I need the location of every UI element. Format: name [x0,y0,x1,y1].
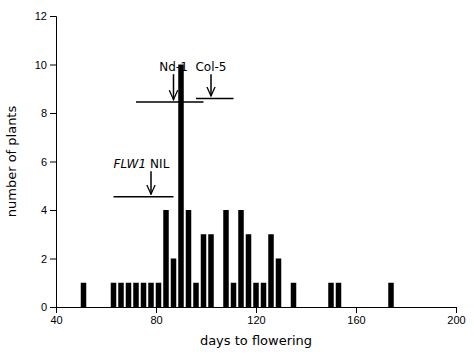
bar [133,283,139,307]
bar [253,283,259,307]
y-tick-mark [50,162,56,163]
y-tick-label: 12 [35,10,47,22]
x-tick: 120 [247,307,265,326]
bars [81,65,394,308]
y-tick: 8 [41,107,56,119]
x-tick-label: 80 [150,314,162,326]
y-axis-title: number of plants [4,106,19,218]
bar [81,283,87,307]
x-axis-line [57,308,457,314]
x-tick-mark [356,307,357,313]
y-tick-mark [50,113,56,114]
y-tick-label: 0 [41,301,47,313]
y-tick: 0 [41,301,56,313]
bar [156,283,162,307]
bar [126,283,132,307]
bar [193,283,199,307]
annotation: Nd-1 [136,60,204,103]
x-tick-mark [256,307,257,313]
y-tick-mark [50,259,56,260]
annotation-bracket [136,101,204,103]
y-tick-label: 8 [41,107,47,119]
y-tick-mark [50,307,56,308]
bar [268,234,274,307]
x-tick-label: 120 [247,314,265,326]
annotation-label: Nd-1 [159,60,188,74]
bar [186,210,192,307]
x-tick-label: 160 [347,314,365,326]
bar [291,283,297,307]
annotation-label-part: FLW1 [114,157,147,171]
bar [223,210,229,307]
bar [246,234,252,307]
y-tick-label: 6 [41,156,47,168]
y-tick-label: 10 [35,59,47,71]
bar [276,259,282,308]
y-tick: 10 [35,59,56,71]
x-tick-mark [456,307,457,313]
annotation-arrow [210,74,212,96]
x-tick-mark [156,307,157,313]
bar [178,65,184,308]
bar [231,283,237,307]
x-tick: 40 [50,307,62,326]
plot: 40 80 120 160 200 0 2 4 6 8 10 12 Nd-1 Col-5 FLW1NIL [35,10,466,326]
bar [171,259,177,308]
bar [336,283,342,307]
bar [141,283,147,307]
annotation-label-part: NIL [150,157,170,171]
annotation-bracket [114,196,174,198]
y-tick-mark [50,16,56,17]
bar [261,283,267,307]
y-tick: 2 [41,253,56,265]
bar [163,210,169,307]
bar [208,234,214,307]
annotation: Col-5 [195,60,233,99]
y-tick-label: 4 [41,204,47,216]
x-axis: 40 80 120 160 200 [50,307,465,326]
x-tick-label: 200 [447,314,465,326]
y-tick: 6 [41,156,56,168]
bar [388,283,394,307]
y-tick: 4 [41,204,56,216]
y-tick-mark [50,65,56,66]
x-tick: 200 [447,307,465,326]
x-tick-label: 40 [50,314,62,326]
y-axis-line [50,17,57,308]
bar [201,234,207,307]
y-tick-label: 2 [41,253,47,265]
bar [328,283,334,307]
x-axis-title: days to flowering [200,333,312,348]
bar [118,283,124,307]
annotation: FLW1NIL [114,157,174,197]
bar [111,283,117,307]
annotation-bracket [196,98,234,100]
bar [148,283,154,307]
annotation-arrow [150,171,152,194]
annotation-label: Col-5 [195,60,226,74]
y-tick-mark [50,210,56,211]
y-tick: 12 [35,10,56,22]
y-axis: 0 2 4 6 8 10 12 [35,10,57,313]
annotations: Nd-1 Col-5 FLW1NIL [114,60,234,197]
x-tick: 160 [347,307,365,326]
chart: 40 80 120 160 200 0 2 4 6 8 10 12 Nd-1 Col-5 FLW1NIL da… [0,0,474,355]
annotation-arrow [173,74,175,99]
bar [238,210,244,307]
annotation-label: FLW1NIL [114,157,170,171]
x-tick: 80 [150,307,162,326]
